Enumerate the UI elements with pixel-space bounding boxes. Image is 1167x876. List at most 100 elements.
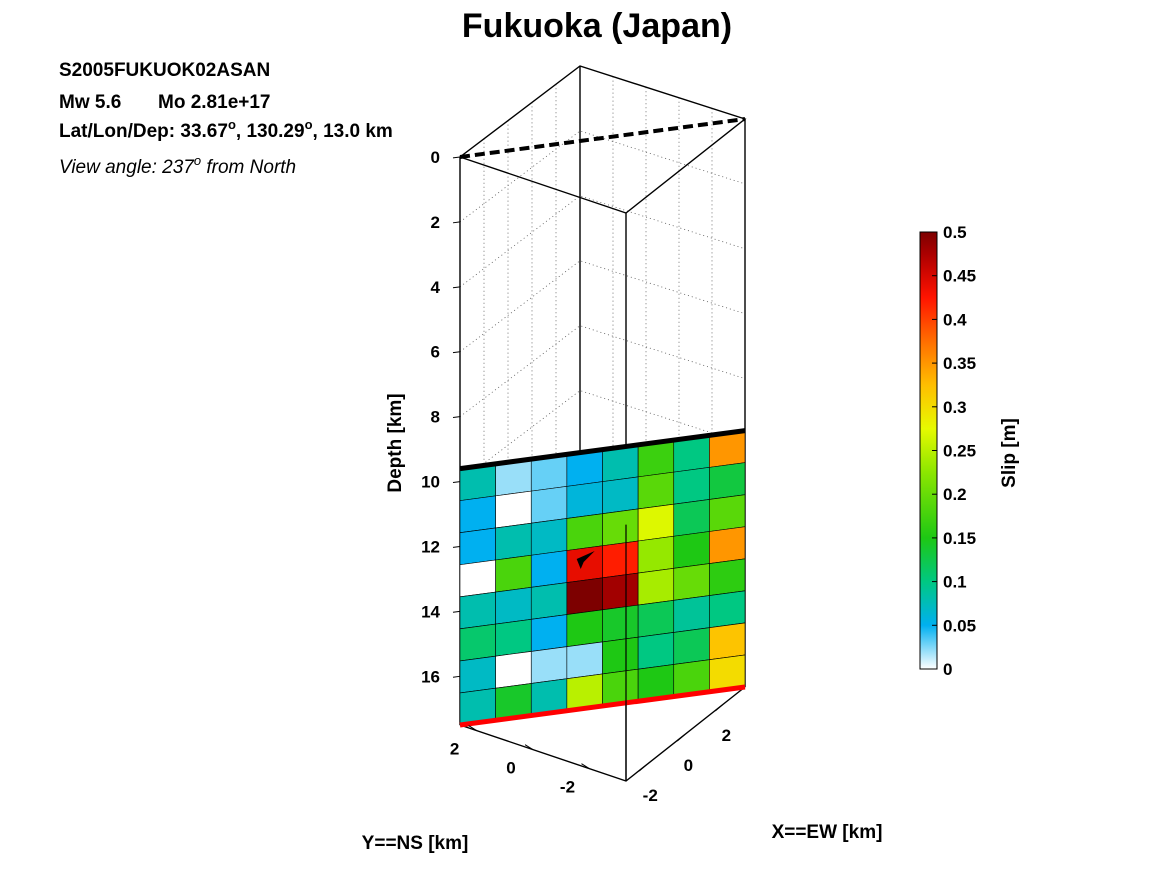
location-lon: 130.29 (246, 121, 304, 142)
depth-tick-label: 4 (431, 278, 441, 297)
ew-tick-label: 0 (684, 756, 693, 775)
slip-cell (673, 499, 710, 537)
chart-title: Fukuoka (Japan) (462, 7, 732, 45)
slip-cell (495, 651, 532, 689)
depth-tick (452, 481, 461, 483)
gridline (459, 325, 746, 417)
slip-cell (459, 559, 496, 598)
location-prefix: Lat/Lon/Dep: (59, 121, 180, 142)
gridline (459, 195, 746, 288)
slip-cell (495, 490, 532, 529)
slip-cell (673, 467, 710, 505)
colorbar-tick-label: 0.5 (943, 223, 967, 242)
slip-cell (459, 527, 496, 566)
moment: Mo 2.81e+17 (158, 92, 271, 113)
gridline (459, 130, 746, 223)
slip-cell (459, 591, 496, 630)
fault-edges (459, 428, 746, 781)
slip-cell (530, 486, 568, 524)
slip-cell (459, 655, 496, 694)
depth-tick-label: 10 (421, 473, 440, 492)
hypocenter-star (576, 550, 595, 569)
ns-tick (524, 744, 534, 751)
slip-cells (459, 430, 746, 726)
slip-cell (709, 494, 746, 532)
depth-tick (452, 156, 461, 159)
slip-cell (637, 632, 675, 670)
view-angle: View angle: 237o from North (59, 153, 296, 178)
ew-tick-label: 2 (722, 726, 731, 745)
colorbar-tick-label: 0.45 (943, 267, 976, 286)
slip-cell (530, 582, 568, 620)
slip-cell (602, 572, 639, 611)
ew-axis-label: X==EW [km] (772, 822, 883, 843)
slip-cell (495, 619, 532, 657)
slip-cell (566, 641, 603, 680)
depth-tick (452, 221, 461, 224)
colorbar-tick-label: 0 (943, 660, 952, 679)
slip-cell (566, 609, 603, 647)
location-dep: 13.0 km (323, 121, 393, 142)
slip-cell (673, 595, 710, 633)
slip-cell (709, 462, 746, 500)
view-suffix: from North (201, 157, 296, 178)
axis-ticks: 0 2 4 6 8 10 12 14 16 2 0 -2 -2 0 2 (421, 148, 731, 805)
slip-cell (530, 646, 568, 684)
depth-tick (452, 610, 461, 613)
slip-cell (637, 471, 675, 510)
colorbar-tick-label: 0.3 (943, 398, 967, 417)
ew-tick (676, 734, 685, 742)
ew-tick-label: -2 (643, 786, 658, 805)
slip-cell (495, 554, 532, 593)
depth-tick (452, 675, 461, 678)
slip-cell (637, 600, 675, 638)
depth-axis-label: Depth [km] (385, 393, 406, 492)
ew-tick (638, 764, 647, 772)
slip-cell (566, 481, 603, 519)
depth-tick-label: 2 (431, 213, 440, 232)
slip-cell (709, 526, 746, 564)
depth-tick-label: 8 (431, 408, 440, 427)
slip-cell (709, 590, 746, 628)
event-id: S2005FUKUOK02ASAN (59, 60, 270, 81)
colorbar-label: Slip [m] (999, 418, 1020, 488)
fault-bottom-edge (459, 684, 746, 728)
ns-tick (468, 725, 477, 732)
colorbar-tick-label: 0.1 (943, 573, 967, 592)
slip-cell (566, 513, 603, 551)
depth-tick (452, 416, 461, 419)
ew-tick (715, 704, 723, 712)
slip-cell (495, 586, 532, 625)
slip-cell (709, 622, 746, 661)
slip-cell (673, 563, 710, 601)
slip-cell (673, 627, 710, 665)
depth-tick-label: 12 (421, 537, 440, 556)
slip-cell (530, 550, 568, 588)
location: Lat/Lon/Dep: 33.67o, 130.29o, 13.0 km (59, 117, 393, 142)
colorbar-tick-label: 0.4 (943, 310, 967, 329)
slip-cell (637, 567, 675, 606)
view-value: 237 (161, 157, 195, 178)
slip-cell (566, 545, 603, 583)
magnitude: Mw 5.6 (59, 92, 121, 113)
slip-cell (673, 531, 710, 569)
slip-cell (709, 558, 746, 596)
ns-tick-label: 2 (450, 740, 459, 759)
slip-cell (459, 623, 496, 662)
dotted-grid (459, 76, 746, 707)
depth-tick (452, 545, 461, 548)
ns-tick-label: 0 (506, 759, 515, 778)
colorbar-tick-label: 0.2 (943, 485, 967, 504)
colorbar-tick-label: 0.05 (943, 616, 976, 635)
fault-top-edge (459, 428, 746, 472)
depth-tick-label: 16 (421, 667, 440, 686)
slip-cell (602, 476, 639, 515)
depth-tick-label: 6 (431, 343, 440, 362)
location-lat: 33.67 (180, 121, 228, 142)
colorbar-tick-label: 0.15 (943, 529, 976, 548)
slip-cell (602, 636, 639, 675)
colorbar-tick-label: 0.25 (943, 442, 976, 461)
hypocenter-marker (576, 550, 595, 569)
depth-tick (452, 286, 461, 289)
